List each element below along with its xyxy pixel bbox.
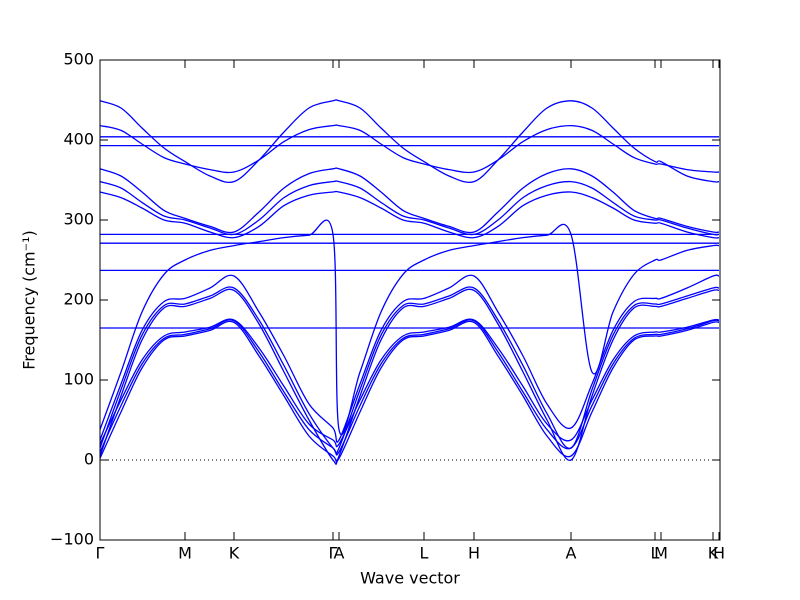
y-axis-label: Frequency (cm⁻¹) bbox=[20, 230, 39, 369]
band-line bbox=[99, 288, 720, 465]
y-tick-label: 0 bbox=[84, 450, 94, 469]
y-tick-label: 100 bbox=[63, 370, 94, 389]
x-tick-label: Γ bbox=[96, 544, 105, 563]
x-tick-label: Γ bbox=[329, 544, 338, 563]
band-line bbox=[99, 167, 720, 234]
x-tick-label: K bbox=[708, 544, 719, 563]
x-tick-label: K bbox=[229, 544, 240, 563]
x-tick-label: L bbox=[651, 544, 660, 563]
band-line bbox=[99, 99, 720, 183]
y-tick-label: 200 bbox=[63, 290, 94, 309]
y-tick-label: −100 bbox=[50, 530, 94, 549]
y-tick-label: 400 bbox=[63, 130, 94, 149]
band-line bbox=[99, 219, 720, 436]
band-line bbox=[99, 274, 720, 443]
x-tick-label: L bbox=[420, 544, 429, 563]
band-line bbox=[99, 319, 720, 456]
x-tick-label: A bbox=[566, 544, 577, 563]
x-tick-label: A bbox=[334, 544, 345, 563]
band-line bbox=[99, 190, 720, 239]
x-tick-label: H bbox=[468, 544, 480, 563]
band-line bbox=[99, 318, 720, 448]
x-tick-label: M bbox=[654, 544, 668, 563]
x-tick-label: H bbox=[713, 544, 725, 563]
band-line bbox=[99, 286, 720, 455]
x-axis-label: Wave vector bbox=[360, 569, 460, 588]
y-tick-label: 500 bbox=[63, 50, 94, 69]
band-line bbox=[99, 180, 720, 236]
band-line bbox=[99, 320, 720, 463]
x-tick-label: M bbox=[178, 544, 192, 563]
y-tick-label: 300 bbox=[63, 210, 94, 229]
band-line bbox=[99, 124, 720, 174]
